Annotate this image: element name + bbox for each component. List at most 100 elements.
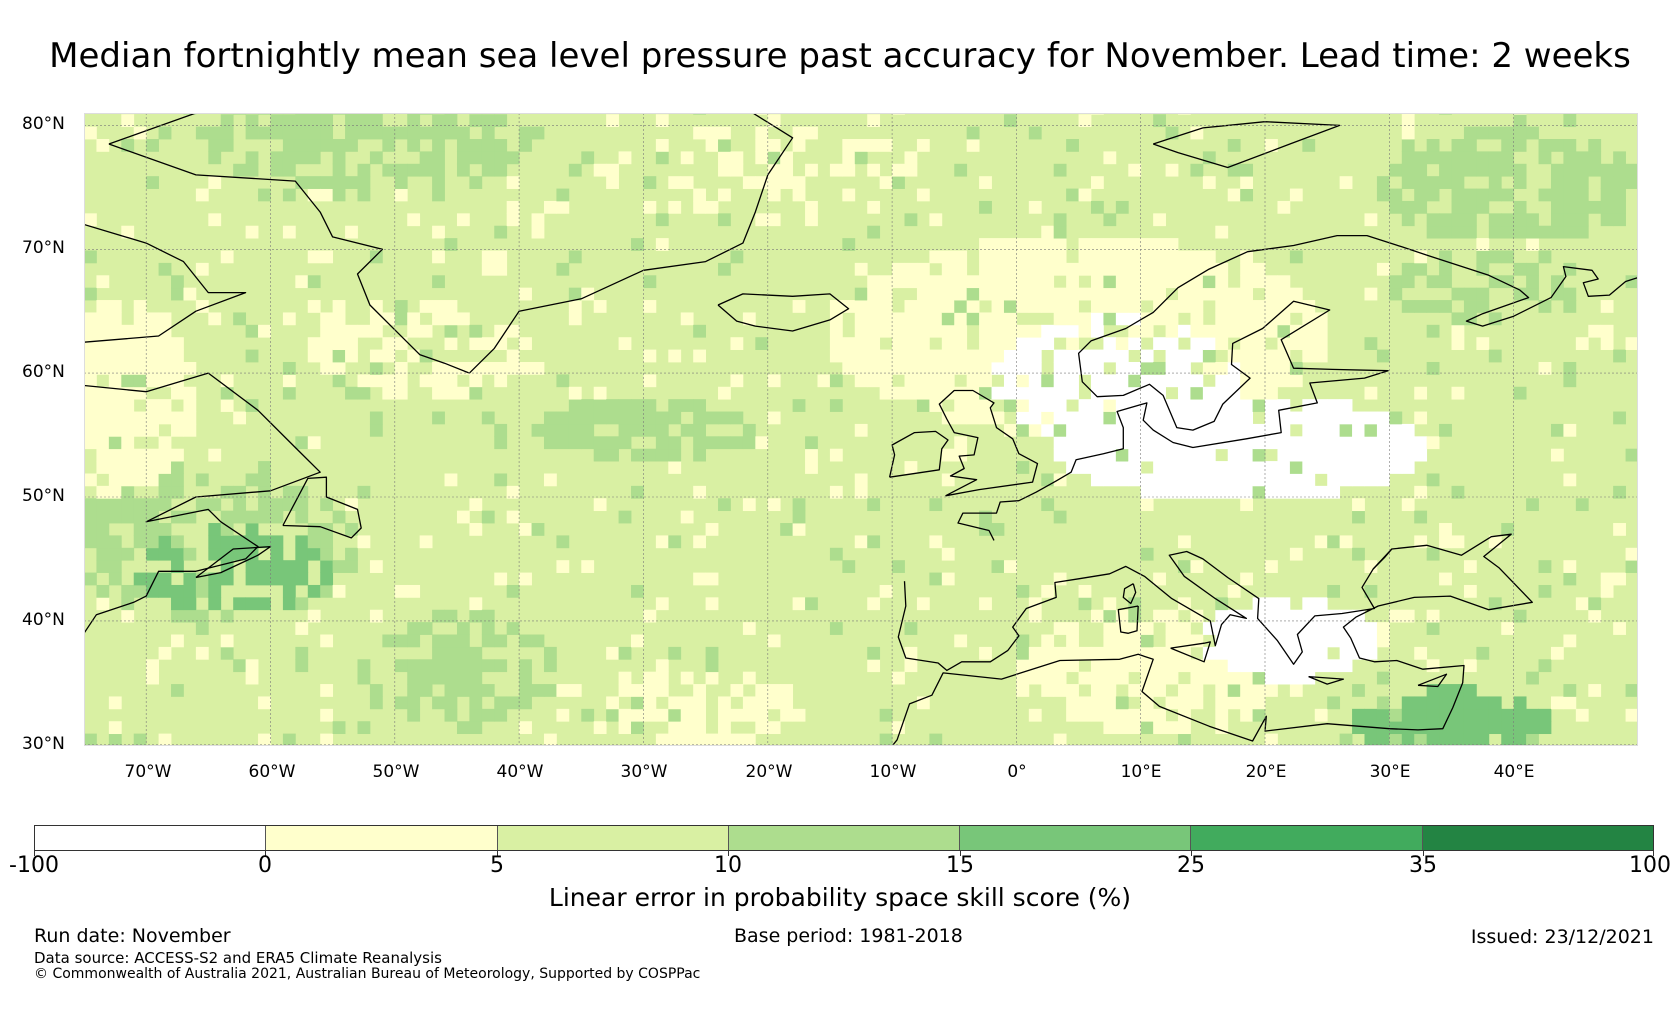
skill-cell [506,349,520,363]
skill-cell [556,560,570,573]
skill-cell [1277,448,1291,462]
skill-cell [941,547,955,561]
skill-cell [1115,634,1129,648]
skill-cell [1227,163,1241,177]
skill-cell [233,411,247,425]
skill-cell [879,708,893,722]
skill-cell [456,163,470,177]
skill-cell [146,547,159,561]
skill-cell [519,684,532,697]
skill-cell [655,238,669,251]
skill-cell [805,163,818,177]
skill-cell [780,708,794,722]
skill-cell [1252,708,1266,722]
skill-cell [146,423,159,437]
skill-cell [1476,151,1490,165]
coastline-sicily [1170,641,1211,663]
skill-cell [655,671,669,685]
skill-cell [1227,473,1241,487]
skill-cell [543,733,557,746]
skill-cell [1028,411,1042,425]
skill-cell [1240,411,1254,425]
skill-cell [1563,634,1577,648]
skill-cell [195,188,209,202]
skill-cell [979,646,992,660]
skill-cell [1439,163,1452,177]
skill-cell [233,547,247,561]
skill-cell [1165,262,1179,276]
skill-cell [1463,287,1477,301]
skill-cell [146,584,159,598]
skill-cell [568,312,582,326]
skill-cell [979,399,992,412]
skill-cell [84,337,97,350]
skill-cell [1488,213,1502,227]
skill-cell [1028,324,1042,338]
skill-cell [158,535,172,549]
skill-cell [1513,708,1527,722]
skill-cell [1153,374,1166,388]
skill-cell [1426,176,1440,189]
skill-cell [979,250,992,264]
skill-cell [1053,324,1067,338]
skill-cell [146,399,159,412]
skill-cell [1202,485,1216,499]
skill-cell [1252,436,1266,450]
skill-cell [432,163,445,177]
skill-cell [1202,622,1216,635]
skill-cell [1090,361,1104,375]
skill-cell [519,696,532,710]
skill-cell [1066,622,1079,635]
skill-cell [1563,213,1577,227]
skill-cell [1090,374,1104,388]
skill-cell [1227,436,1241,450]
skill-cell [295,646,309,660]
skill-cell [1476,300,1490,313]
skill-cell [1153,250,1166,264]
skill-cell [1165,721,1179,735]
skill-cell [1414,386,1428,400]
skill-cell [332,139,346,152]
skill-cell [904,300,918,313]
skill-cell [183,411,197,425]
skill-cell [1016,423,1030,437]
skill-cell [767,411,781,425]
skill-cell [1302,461,1316,474]
skill-cell [1202,461,1216,474]
skill-cell [780,684,794,697]
skill-cell [96,386,110,400]
skill-cell [1327,436,1341,450]
skill-cell [432,188,445,202]
skill-cell [432,139,445,152]
skill-cell [1227,622,1241,635]
skill-cell [332,151,346,165]
skill-cell [991,250,1005,264]
skill-cell [357,386,371,400]
skill-cell [1401,151,1415,165]
skill-cell [1202,411,1216,425]
skill-cell [792,176,806,189]
skill-cell [680,151,694,165]
skill-cell [1140,262,1154,276]
skill-cell [1376,349,1390,363]
coastline-cyprus [1417,673,1448,688]
skill-cell [1376,733,1390,746]
skill-cell [1227,312,1241,326]
skill-cell [506,485,520,499]
skill-cell [1140,696,1154,710]
skill-cell [618,721,632,735]
skill-cell [332,374,346,388]
skill-cell [494,361,508,375]
skill-cell [1364,584,1378,598]
skill-cell [1613,411,1626,425]
skill-cell [1140,312,1154,326]
skill-cell [407,622,421,635]
skill-cell [96,597,110,611]
skill-cell [258,535,271,549]
skill-cell [1451,188,1465,202]
skill-cell [1190,250,1204,264]
skill-cell [382,139,396,152]
skill-cell [755,176,769,189]
skill-cell [1314,646,1328,660]
skill-cell [531,361,545,375]
